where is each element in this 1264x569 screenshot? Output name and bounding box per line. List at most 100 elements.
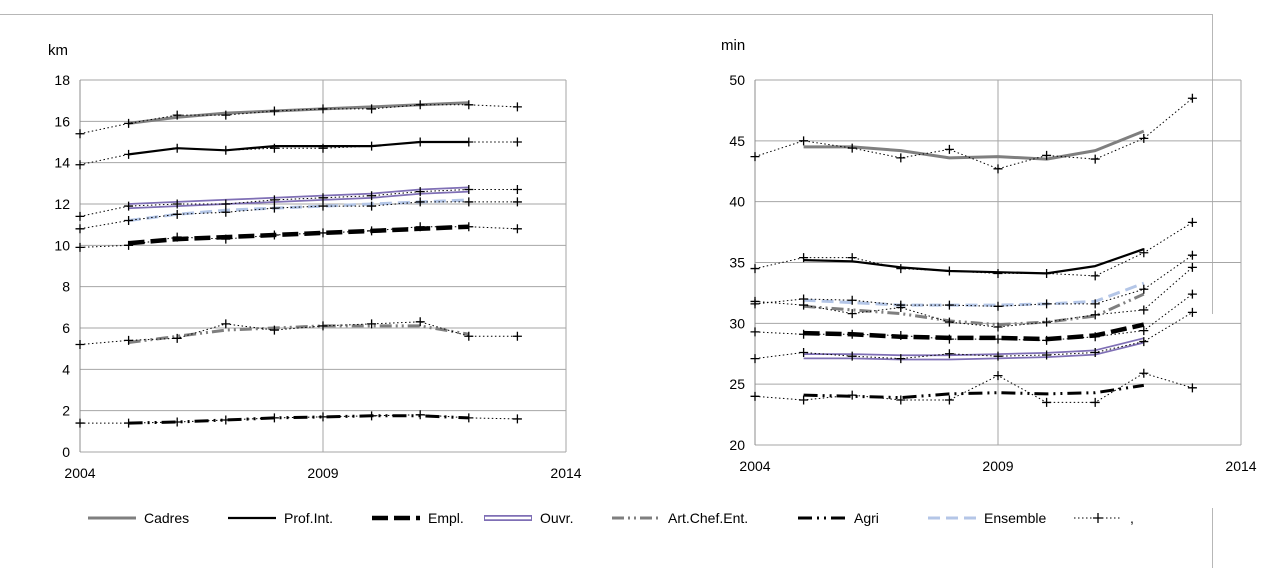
data-point-cross	[799, 348, 809, 358]
data-point-cross	[415, 187, 425, 197]
data-point-cross	[124, 149, 134, 159]
data-point-cross	[124, 418, 134, 428]
legend-label-art: Art.Chef.Ent.	[668, 510, 748, 526]
data-point-cross	[799, 136, 809, 146]
y-tick-label: 8	[62, 279, 70, 295]
legend-label-profint: Prof.Int.	[284, 510, 333, 526]
y-tick-label: 30	[729, 315, 745, 331]
data-point-cross	[944, 395, 954, 405]
y-tick-label: 10	[54, 237, 70, 253]
data-point-cross	[512, 331, 522, 341]
data-point-cross	[1090, 310, 1100, 320]
y-tick-label: 50	[729, 72, 745, 88]
data-point-cross	[1139, 305, 1149, 315]
data-point-cross	[993, 301, 1003, 311]
data-point-cross	[1139, 133, 1149, 143]
series-line-cross	[754, 221, 1193, 277]
data-point-cross	[415, 317, 425, 327]
data-point-cross	[512, 102, 522, 112]
data-point-cross	[944, 349, 954, 359]
data-point-cross	[124, 240, 134, 250]
data-point-cross	[1090, 271, 1100, 281]
chart-min: min 20 25 30 35 40 45 50 2004 2009 2014	[721, 37, 1257, 474]
series-line-cross	[79, 141, 518, 166]
data-point-cross	[512, 414, 522, 424]
series-line-agri	[803, 383, 1145, 400]
y-tick-label: 18	[54, 72, 70, 88]
data-point-cross	[1187, 383, 1197, 393]
series-line-cross	[79, 321, 518, 345]
data-point-cross	[750, 327, 760, 337]
data-point-cross	[464, 185, 474, 195]
data-point-cross	[1090, 397, 1100, 407]
data-point-cross	[750, 354, 760, 364]
x-tick-label: 2014	[550, 465, 581, 481]
data-point-cross	[1042, 150, 1052, 160]
data-point-cross	[269, 413, 279, 423]
data-point-cross	[993, 351, 1003, 361]
data-point-cross	[75, 340, 85, 350]
chart-km: km 0 2 4 6 8 10 12 14 16 18 2004 2009 2014	[48, 42, 582, 481]
series-line-cross	[79, 104, 518, 135]
data-point-cross	[221, 199, 231, 209]
data-point-cross	[799, 300, 809, 310]
data-point-cross	[1187, 250, 1197, 260]
data-point-cross	[750, 296, 760, 306]
data-point-cross	[318, 143, 328, 153]
data-point-cross	[318, 228, 328, 238]
series-line-cross	[754, 254, 1193, 307]
y-tick-label: 40	[729, 194, 745, 210]
data-point-cross	[124, 118, 134, 128]
legend-label-empl: Empl.	[428, 510, 464, 526]
data-point-cross	[896, 354, 906, 364]
data-point-cross	[847, 351, 857, 361]
data-point-cross	[1090, 332, 1100, 342]
y-tick-label: 14	[54, 155, 70, 171]
data-point-cross	[993, 334, 1003, 344]
data-point-cross	[847, 390, 857, 400]
series-line-ouvr	[803, 337, 1145, 361]
data-point-cross	[847, 143, 857, 153]
data-point-cross	[75, 211, 85, 221]
data-point-cross	[124, 216, 134, 226]
data-point-cross	[1187, 217, 1197, 227]
series-line-cross	[80, 414, 518, 424]
data-point-cross	[269, 195, 279, 205]
data-point-cross	[172, 209, 182, 219]
series-line-cross	[754, 372, 1193, 403]
data-point-cross	[944, 144, 954, 154]
data-point-cross	[750, 152, 760, 162]
data-point-cross	[172, 199, 182, 209]
y-tick-label: 12	[54, 196, 70, 212]
x-tick-label: 2009	[982, 458, 1013, 474]
data-point-cross	[799, 395, 809, 405]
data-point-cross	[75, 160, 85, 170]
data-point-cross	[993, 164, 1003, 174]
data-point-cross	[847, 329, 857, 339]
data-point-cross	[847, 253, 857, 263]
y-axis-label-min: min	[721, 37, 745, 54]
data-point-cross	[1187, 93, 1197, 103]
data-point-cross	[269, 203, 279, 213]
series-line-art	[803, 292, 1145, 327]
data-point-cross	[221, 110, 231, 120]
data-point-cross	[512, 197, 522, 207]
y-tick-label: 16	[54, 113, 70, 129]
data-point-cross	[896, 264, 906, 274]
chart-border-right	[1212, 14, 1213, 314]
data-point-cross	[318, 201, 328, 211]
data-point-cross	[367, 319, 377, 329]
data-point-cross	[1139, 337, 1149, 347]
data-point-cross	[944, 334, 954, 344]
data-point-cross	[944, 300, 954, 310]
data-point-cross	[415, 137, 425, 147]
x-tick-label: 2004	[739, 458, 770, 474]
data-point-cross	[124, 335, 134, 345]
data-point-cross	[1042, 299, 1052, 309]
data-point-cross	[1042, 317, 1052, 327]
series-line-art	[128, 324, 470, 344]
series-line-ensemble	[803, 281, 1145, 307]
data-point-cross	[1090, 299, 1100, 309]
data-point-cross	[269, 230, 279, 240]
